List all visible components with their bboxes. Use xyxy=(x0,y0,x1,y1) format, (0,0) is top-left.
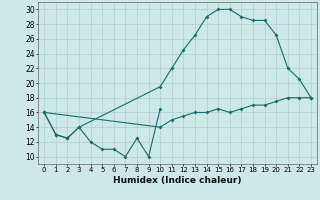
X-axis label: Humidex (Indice chaleur): Humidex (Indice chaleur) xyxy=(113,176,242,185)
